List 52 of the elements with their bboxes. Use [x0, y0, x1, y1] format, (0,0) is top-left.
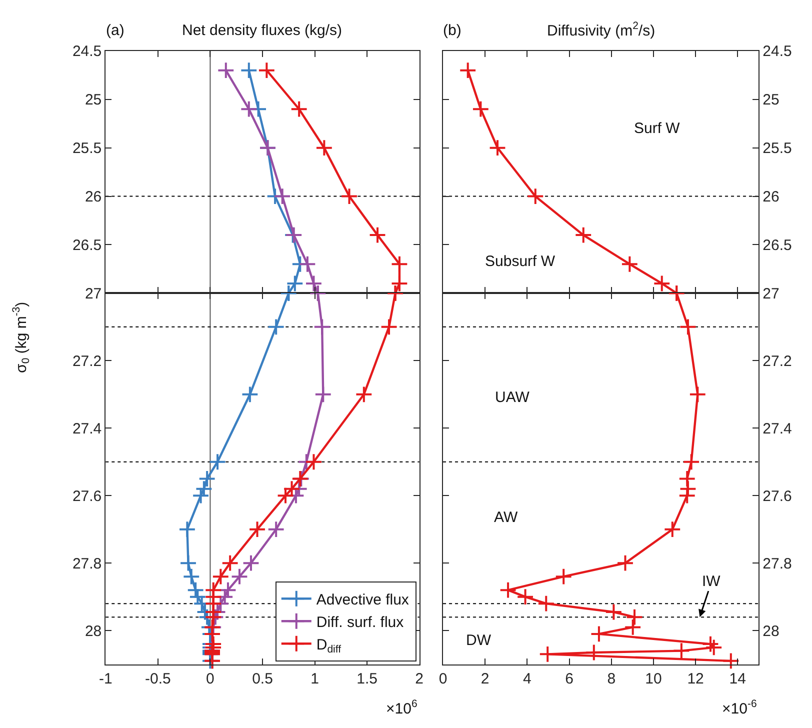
y-tick-label: 26.5	[72, 236, 102, 254]
annotation: IW	[702, 573, 722, 590]
y-tick-label: 27	[762, 285, 780, 302]
x-tick-label: 10	[645, 670, 662, 688]
x-tick-label: 1	[310, 670, 319, 688]
y-tick-label: 25.5	[762, 140, 792, 158]
x-tick-label: 12	[687, 670, 704, 688]
x-tick-label: 8	[607, 670, 616, 688]
legend-label: D$_{diff}$	[316, 636, 342, 656]
x-tick-label: 2	[480, 670, 490, 688]
y-tick-label: 27.8	[72, 555, 102, 572]
y-tick-label: 27.6	[72, 488, 102, 505]
y-tick-label: 27.6	[762, 488, 792, 505]
x-tick-label: 4	[523, 670, 532, 688]
y-tick-label: 25	[84, 92, 102, 109]
y-tick-label: 27.4	[72, 420, 102, 438]
x-axis-title: ×10$^{6}$	[386, 698, 418, 718]
chart-title: Diffusivity (m$^{2}$/s)	[547, 20, 656, 40]
y-tick-label: 28	[84, 622, 102, 640]
x-tick-label: 0.5	[252, 670, 273, 688]
y-tick-label: 26.5	[762, 236, 792, 254]
annotation: Subsurf W	[485, 253, 556, 270]
chart-title: Net density fluxes (kg/s)	[182, 22, 342, 39]
x-tick-label: 6	[565, 670, 574, 688]
y-tick-label: 27.2	[762, 352, 792, 370]
x-tick-label: 0	[206, 670, 214, 688]
y-tick-label: 24.5	[72, 43, 102, 60]
y-tick-label: 25.5	[72, 140, 102, 158]
x-axis-title: ×10$^{-6}$	[722, 698, 757, 718]
text: (b)	[443, 22, 462, 39]
annotation: AW	[494, 509, 518, 526]
y-tick-label: 27.8	[762, 555, 792, 572]
annotation: UAW	[495, 389, 530, 406]
y-tick-label: 26	[762, 188, 780, 206]
y-tick-label: 27.4	[762, 420, 792, 438]
y-tick-label: 25	[762, 92, 780, 109]
legend-label: Diff. surf. flux	[316, 614, 404, 631]
x-tick-label: 1.5	[356, 670, 378, 688]
x-tick-label: -1	[98, 670, 112, 688]
text: (a)	[106, 22, 124, 39]
y-tick-label: 24.5	[762, 43, 792, 60]
x-tick-label: 0	[438, 670, 448, 688]
x-tick-label: -0.5	[144, 670, 171, 688]
y-tick-label: 27.2	[72, 352, 102, 370]
annotation: Surf W	[634, 120, 681, 137]
y-tick-label: 27	[84, 285, 102, 302]
x-tick-label: 2	[415, 670, 424, 688]
y-tick-label: 28	[762, 622, 780, 640]
x-tick-label: 14	[729, 670, 746, 688]
y-tick-label: 26	[84, 188, 102, 206]
annotation: DW	[466, 632, 492, 649]
legend-label: Advective flux	[316, 591, 410, 608]
